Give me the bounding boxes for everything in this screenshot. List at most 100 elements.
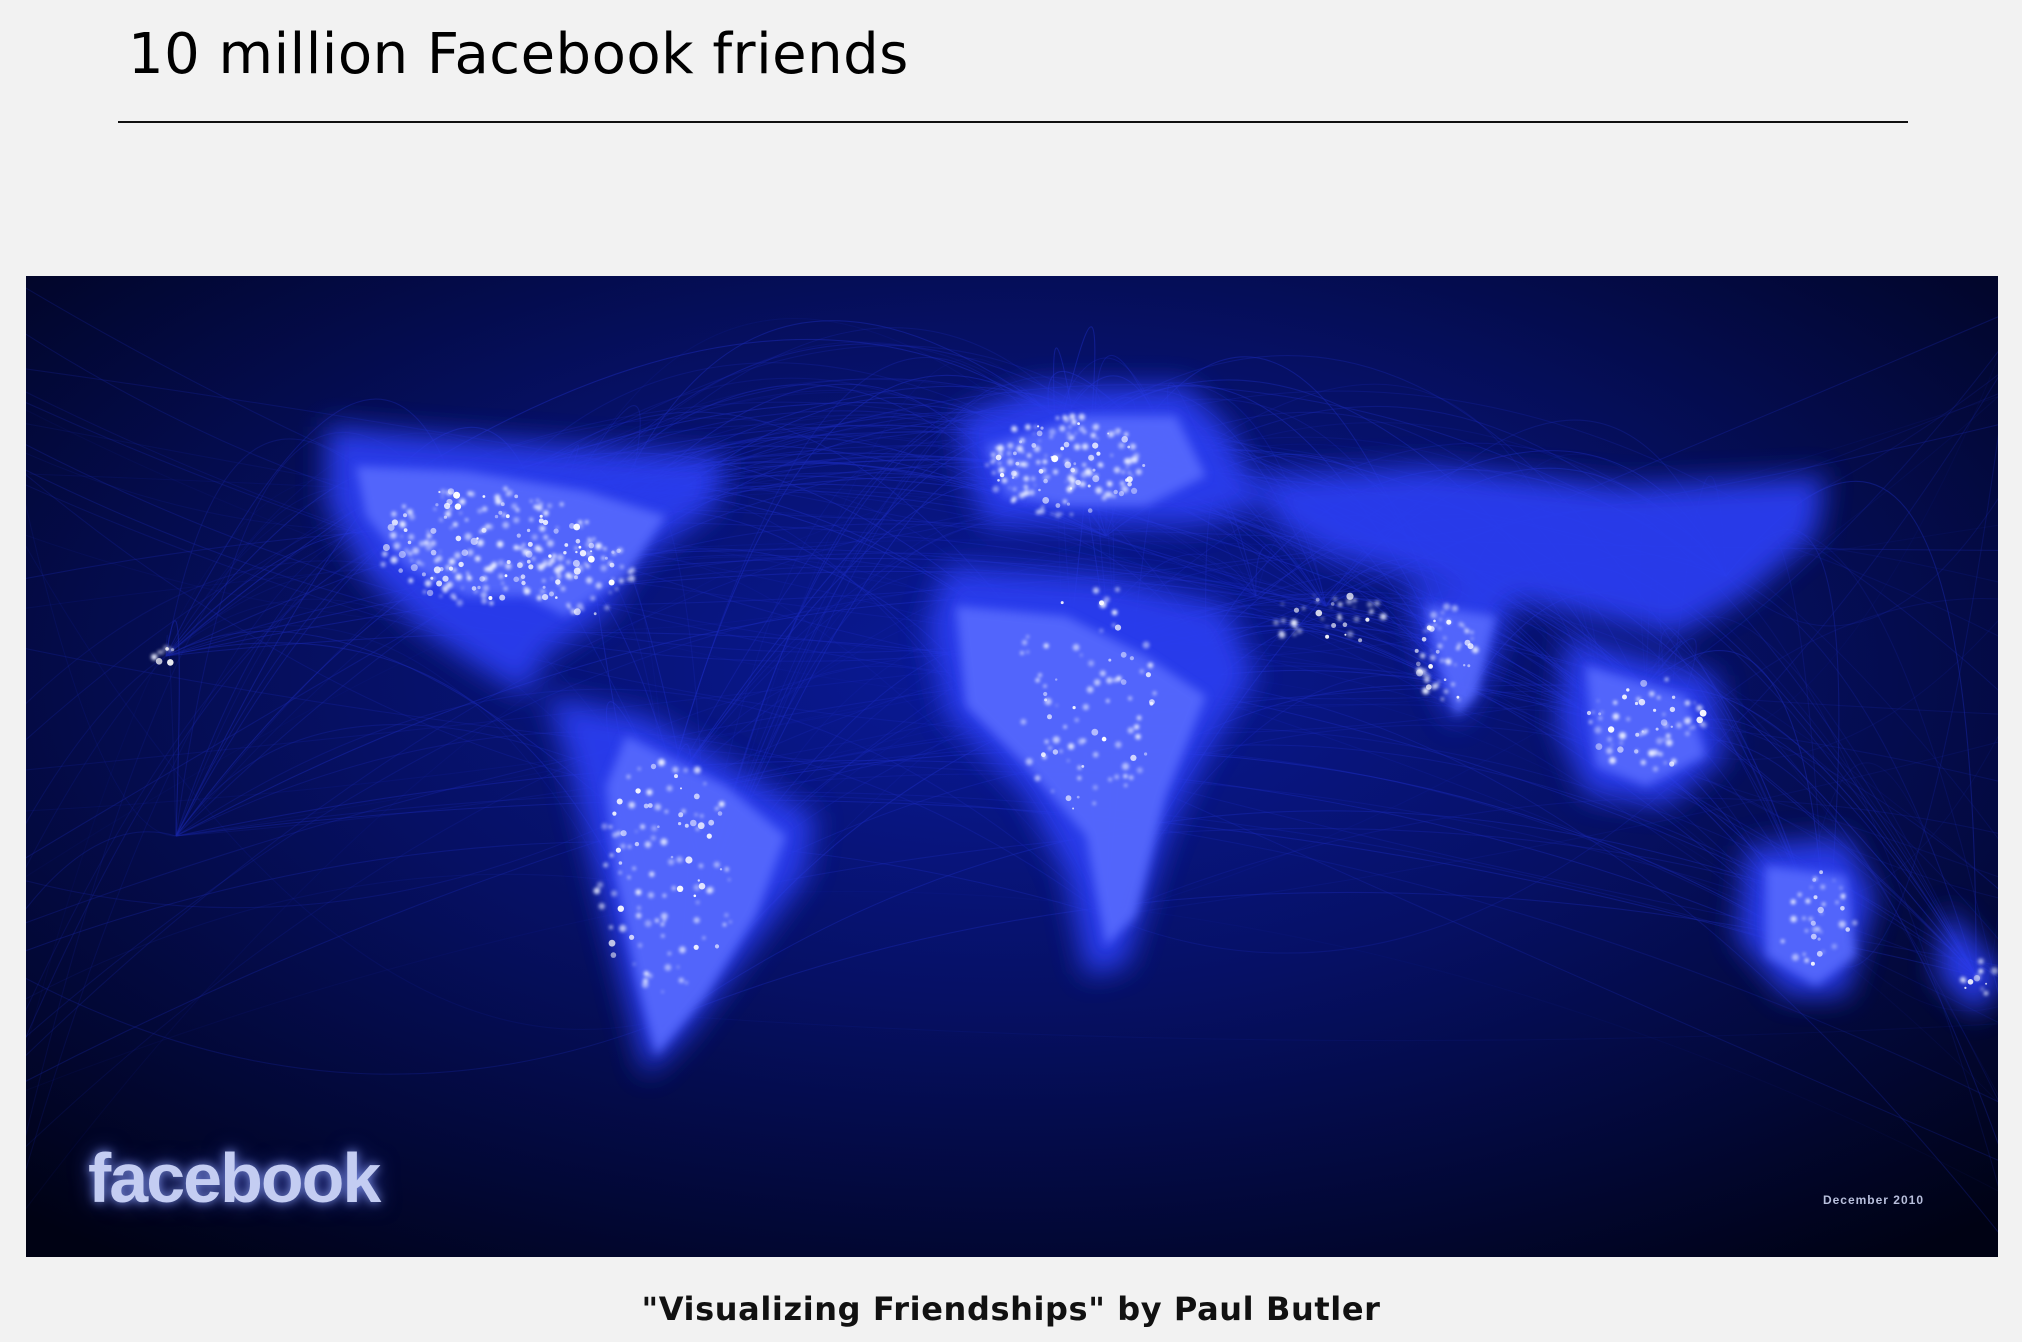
city-light	[441, 495, 444, 499]
city-light	[664, 964, 672, 971]
city-light	[635, 788, 641, 794]
city-light	[612, 832, 618, 838]
city-light	[619, 924, 627, 933]
city-light	[1127, 445, 1131, 449]
city-light	[635, 912, 642, 919]
city-light	[1595, 743, 1603, 750]
city-light	[439, 567, 444, 572]
city-light	[528, 564, 534, 570]
city-light	[1090, 432, 1097, 439]
city-light	[1374, 600, 1380, 607]
city-light	[1591, 710, 1595, 714]
city-light	[1379, 613, 1387, 620]
city-light	[506, 560, 511, 564]
city-light	[626, 774, 631, 779]
city-light	[458, 561, 464, 568]
city-light	[526, 528, 531, 533]
city-light	[1438, 626, 1442, 630]
city-light	[1071, 419, 1077, 425]
city-light	[1292, 632, 1297, 637]
city-light	[1113, 466, 1121, 474]
city-light	[609, 853, 614, 858]
map-date-label: December 2010	[1822, 1193, 1924, 1207]
city-light	[1430, 611, 1437, 619]
city-light	[1342, 622, 1348, 627]
city-light	[695, 827, 700, 831]
city-light	[1607, 726, 1615, 733]
city-light	[693, 944, 699, 950]
city-light	[569, 523, 575, 529]
city-light	[1656, 737, 1663, 745]
city-light	[685, 856, 693, 864]
city-light	[476, 539, 484, 547]
city-light	[550, 591, 555, 595]
city-light	[1092, 801, 1096, 806]
city-light	[1640, 679, 1648, 687]
city-light	[1064, 480, 1068, 483]
city-light	[566, 603, 571, 607]
city-light	[1810, 886, 1813, 889]
city-light	[1025, 424, 1031, 430]
city-light	[1780, 939, 1785, 944]
city-light	[1443, 636, 1447, 640]
city-light	[403, 528, 408, 532]
city-light	[1081, 765, 1085, 768]
connection-arc	[1105, 376, 1998, 954]
city-light	[527, 549, 532, 554]
city-light	[1416, 661, 1421, 667]
city-light	[1835, 900, 1839, 904]
city-light	[728, 878, 731, 881]
city-light	[678, 822, 682, 826]
city-light	[1273, 619, 1279, 626]
city-light	[1810, 933, 1817, 940]
city-light	[1106, 491, 1113, 498]
city-light	[1043, 684, 1047, 688]
city-light	[608, 579, 615, 586]
connection-arc	[1465, 690, 1998, 890]
city-light	[572, 559, 580, 567]
connection-arc	[675, 810, 1807, 1017]
city-light	[1423, 673, 1431, 680]
city-light	[1144, 752, 1148, 756]
city-light	[390, 556, 398, 564]
city-light	[469, 491, 475, 497]
city-light	[1344, 633, 1347, 636]
city-light	[543, 510, 549, 516]
city-light	[1653, 708, 1657, 712]
connection-arc	[165, 620, 180, 837]
city-light	[1121, 485, 1129, 493]
city-light	[1077, 776, 1082, 781]
city-light	[1662, 713, 1666, 716]
connection-arc	[1805, 762, 1977, 977]
city-light	[461, 586, 464, 590]
city-light	[595, 582, 602, 589]
city-light	[566, 572, 571, 578]
city-light	[1107, 432, 1110, 435]
city-light	[418, 540, 425, 547]
city-light	[1416, 669, 1423, 677]
city-light	[650, 835, 656, 841]
city-light	[155, 658, 163, 665]
city-light	[543, 534, 549, 540]
city-light	[1015, 461, 1020, 466]
city-light	[667, 951, 672, 956]
city-light	[632, 962, 636, 966]
city-light	[448, 566, 454, 571]
city-light	[484, 566, 489, 572]
city-light	[1663, 761, 1667, 765]
city-light	[514, 494, 519, 499]
city-light	[1058, 454, 1061, 457]
city-light	[542, 579, 546, 583]
city-light	[529, 499, 533, 503]
city-light	[573, 567, 581, 575]
city-light	[1119, 481, 1125, 486]
city-light	[579, 524, 584, 529]
city-light	[479, 576, 485, 582]
city-light	[1320, 617, 1324, 621]
city-light	[595, 543, 602, 550]
city-light	[1107, 431, 1115, 438]
city-light	[1128, 696, 1133, 701]
city-light	[1421, 637, 1427, 642]
city-light	[644, 920, 652, 927]
city-light	[1802, 916, 1806, 921]
